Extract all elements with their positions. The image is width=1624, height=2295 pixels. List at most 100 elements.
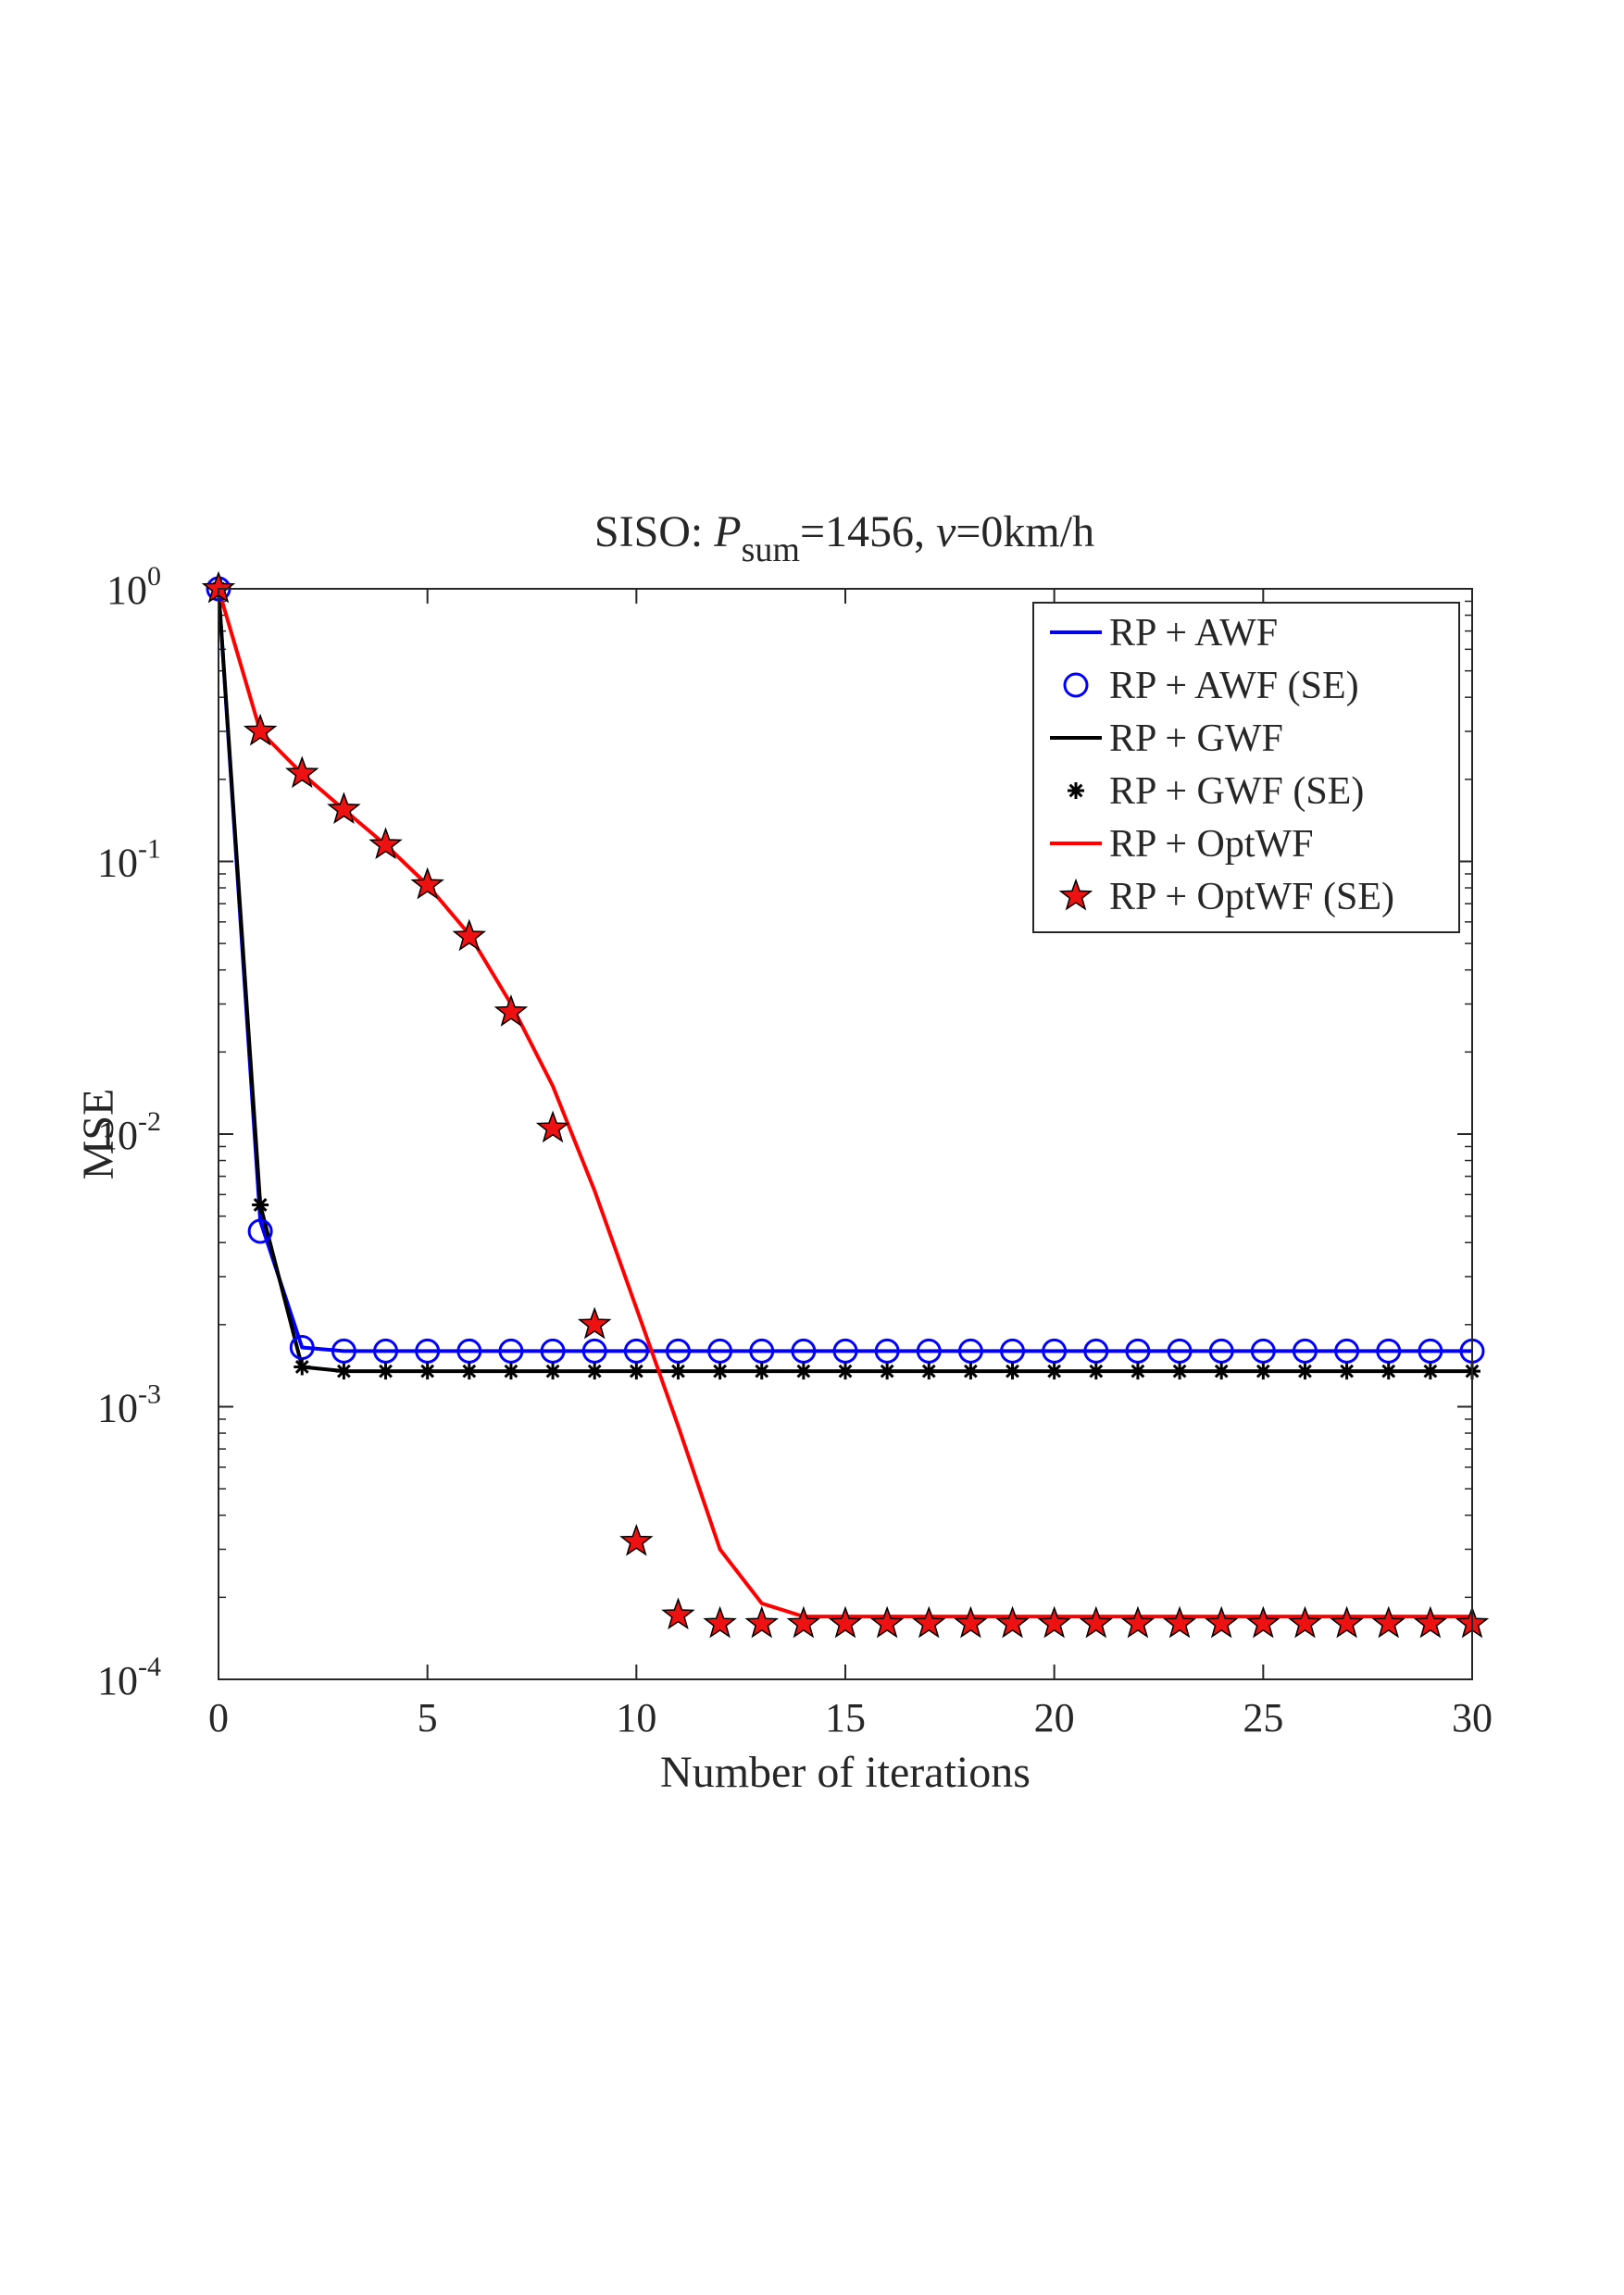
y-tick-label: 10-1	[97, 834, 161, 886]
marker-rp-optwf-se	[243, 713, 278, 746]
legend-label-rp-optwf-se: RP + OptWF (SE)	[1109, 876, 1394, 918]
marker-rp-optwf-se	[369, 827, 403, 860]
marker-rp-awf-se	[957, 1338, 983, 1364]
marker-rp-awf-se	[623, 1338, 649, 1364]
legend: RP + AWF RP + AWF (SE) RP + GWF RP + GWF (S…	[1032, 602, 1460, 933]
marker-rp-optwf-se	[1330, 1605, 1364, 1639]
marker-rp-awf-se	[874, 1338, 900, 1364]
x-tick-label: 10	[616, 1695, 656, 1740]
marker-rp-optwf-se	[327, 792, 361, 824]
marker-rp-optwf-se	[995, 1605, 1030, 1639]
marker-rp-awf-se	[498, 1338, 524, 1364]
marker-rp-optwf-se	[410, 867, 444, 900]
marker-rp-optwf-se	[493, 994, 529, 1027]
x-axis-label: Number of iterations	[660, 1748, 1031, 1797]
marker-rp-gwf-se	[1087, 1363, 1105, 1380]
marker-rp-optwf-se	[744, 1605, 779, 1639]
marker-rp-optwf-se	[1371, 1605, 1405, 1639]
y-tick-label: 10-3	[97, 1379, 161, 1431]
marker-rp-awf-se	[540, 1338, 566, 1364]
marker-rp-awf-se	[1000, 1338, 1026, 1364]
plot-area-frame	[218, 588, 1473, 1680]
marker-rp-awf-se	[1167, 1338, 1193, 1364]
marker-rp-awf-se	[1292, 1338, 1318, 1364]
marker-rp-gwf-se	[460, 1363, 478, 1380]
x-tick-label: 20	[1034, 1695, 1075, 1740]
marker-rp-gwf-se	[837, 1363, 854, 1380]
marker-rp-optwf-se	[1413, 1605, 1448, 1639]
marker-rp-gwf-se	[1296, 1363, 1314, 1380]
marker-rp-optwf-se	[786, 1605, 821, 1639]
marker-rp-awf-se	[1250, 1338, 1276, 1364]
marker-rp-gwf-se	[1129, 1363, 1146, 1380]
legend-label-rp-awf-se: RP + AWF (SE)	[1109, 665, 1359, 707]
marker-rp-awf-se	[415, 1338, 441, 1364]
marker-rp-gwf-se	[1171, 1363, 1189, 1380]
marker-rp-awf-se	[1042, 1338, 1068, 1364]
marker-rp-awf-se	[707, 1338, 733, 1364]
legend-swatch-rp-optwf-se	[1058, 878, 1093, 911]
marker-rp-awf-se	[289, 1334, 315, 1360]
y-tick-label: 100	[106, 561, 161, 613]
marker-rp-optwf-se	[912, 1605, 946, 1639]
marker-rp-awf-se	[456, 1338, 482, 1364]
marker-rp-optwf-se	[1079, 1605, 1114, 1639]
marker-rp-gwf-se	[1255, 1363, 1272, 1380]
marker-rp-gwf-se	[544, 1363, 562, 1380]
marker-rp-gwf-se	[418, 1363, 436, 1380]
x-tick-label: 15	[825, 1695, 866, 1740]
marker-rp-gwf-se	[1045, 1363, 1063, 1380]
marker-rp-gwf-se	[879, 1363, 896, 1380]
tick-labels: 0 5 10 15 20 25 30 100 10-1 10-2 10-3 10-4	[97, 561, 1493, 1740]
marker-rp-gwf-se	[753, 1363, 770, 1380]
marker-rp-awf-se	[1083, 1338, 1109, 1364]
marker-rp-optwf-se	[1204, 1605, 1239, 1639]
marker-rp-optwf-se	[1246, 1605, 1280, 1639]
marker-rp-awf-se	[832, 1338, 858, 1364]
marker-rp-awf-se	[331, 1338, 356, 1364]
legend-label-rp-gwf: RP + GWF	[1109, 717, 1283, 760]
marker-rp-optwf-se	[1037, 1605, 1071, 1639]
marker-rp-awf-se	[665, 1338, 691, 1364]
legend-label-rp-optwf: RP + OptWF	[1109, 823, 1314, 866]
marker-rp-awf-se	[1376, 1338, 1402, 1364]
marker-rp-awf-se	[1418, 1338, 1443, 1364]
marker-rp-optwf-se	[619, 1524, 654, 1556]
legend-label-rp-awf: RP + AWF	[1109, 612, 1278, 655]
x-tick-label: 0	[208, 1695, 229, 1740]
marker-rp-gwf-se	[377, 1363, 394, 1380]
marker-rp-gwf-se	[294, 1358, 311, 1376]
marker-rp-awf-se	[373, 1338, 399, 1364]
marker-rp-gwf-se	[1338, 1363, 1355, 1380]
y-axis-label: MSE	[74, 1089, 123, 1180]
marker-rp-gwf-se	[1004, 1363, 1021, 1380]
marker-rp-awf-se	[749, 1338, 775, 1364]
marker-rp-awf-se	[1208, 1338, 1234, 1364]
marker-rp-gwf-se	[628, 1363, 645, 1380]
marker-rp-optwf-se	[661, 1597, 695, 1630]
legend-label-rp-gwf-se: RP + GWF (SE)	[1109, 770, 1364, 813]
legend-swatch-rp-gwf-se	[1068, 782, 1084, 799]
chart-title: SISO: Psum=1456, v=0km/h	[594, 507, 1094, 569]
legend-swatch-rp-awf-se	[1063, 672, 1089, 698]
marker-rp-gwf-se	[586, 1363, 604, 1380]
y-tick-label: 10-2	[97, 1106, 161, 1158]
marker-rp-optwf-se	[577, 1306, 612, 1340]
marker-rp-optwf-se	[1120, 1605, 1156, 1639]
marker-rp-gwf-se	[335, 1363, 353, 1380]
marker-rp-gwf-se	[920, 1363, 938, 1380]
marker-rp-awf-se	[791, 1338, 817, 1364]
series-line-rp-awf	[217, 588, 1472, 1353]
marker-rp-gwf-se	[1380, 1363, 1397, 1380]
marker-rp-optwf-se	[452, 918, 487, 952]
x-tick-label: 5	[418, 1695, 438, 1740]
marker-rp-optwf-se	[1288, 1605, 1322, 1639]
marker-rp-optwf-se	[703, 1605, 737, 1639]
marker-rp-optwf-se	[285, 755, 319, 789]
marker-rp-optwf-se	[1162, 1605, 1197, 1639]
marker-rp-awf-se	[247, 1218, 273, 1244]
marker-rp-awf-se	[1125, 1338, 1151, 1364]
marker-rp-awf-se	[581, 1338, 607, 1364]
